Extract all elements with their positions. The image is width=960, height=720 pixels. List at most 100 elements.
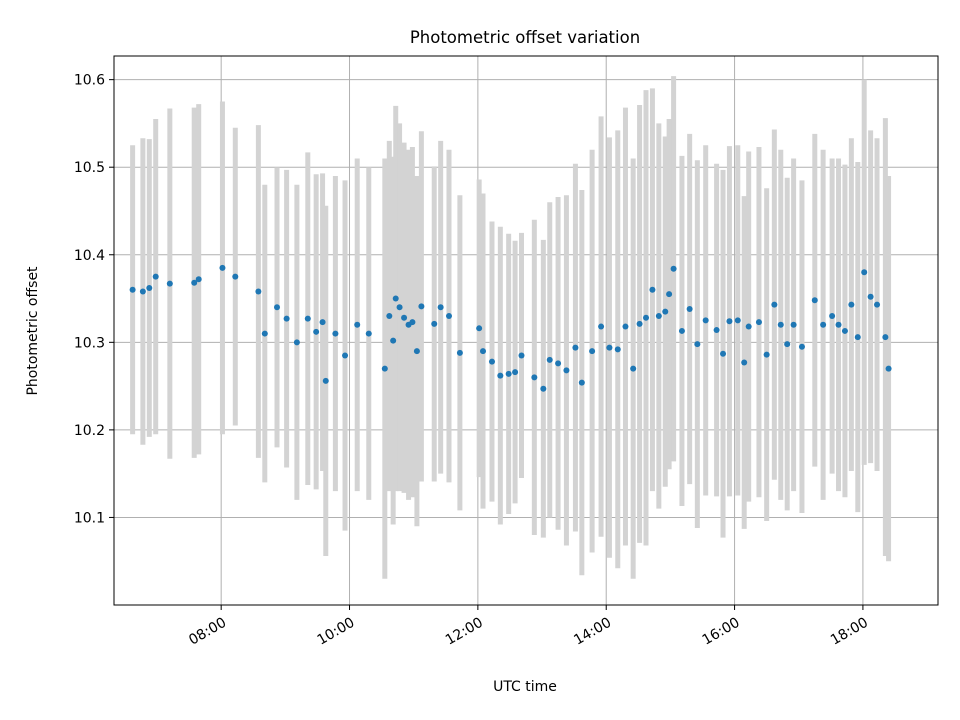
data-point	[274, 304, 281, 311]
data-point	[512, 369, 519, 376]
data-point	[401, 314, 408, 321]
data-point	[882, 334, 889, 341]
data-point	[480, 348, 487, 355]
data-point	[726, 318, 733, 325]
data-point	[476, 325, 483, 332]
data-point	[396, 304, 403, 311]
data-point	[563, 367, 570, 374]
data-point	[152, 273, 159, 280]
data-point	[195, 276, 202, 283]
data-point	[578, 379, 585, 386]
data-point	[790, 321, 797, 328]
data-point	[540, 385, 547, 392]
y-tick-label: 10.3	[74, 335, 105, 351]
y-axis-label: Photometric offset	[25, 266, 41, 396]
data-point	[606, 344, 613, 351]
data-point	[720, 350, 727, 357]
data-point	[166, 280, 173, 287]
data-point	[643, 314, 650, 321]
data-point	[255, 288, 262, 295]
data-point	[771, 301, 778, 308]
data-point	[437, 304, 444, 311]
data-point	[413, 348, 420, 355]
data-point	[322, 377, 329, 384]
data-point	[589, 348, 596, 355]
data-point	[811, 297, 818, 304]
data-point	[777, 321, 784, 328]
data-point	[518, 352, 525, 359]
data-point	[431, 320, 438, 327]
data-point	[332, 330, 339, 337]
x-axis-label: UTC time	[493, 679, 557, 695]
data-point	[666, 291, 673, 298]
y-tick-label: 10.1	[74, 510, 105, 526]
data-point	[678, 327, 685, 334]
data-point	[867, 293, 874, 300]
data-point	[146, 285, 153, 292]
data-point	[531, 374, 538, 381]
data-point	[409, 319, 416, 326]
data-point	[365, 330, 372, 337]
data-point	[622, 323, 629, 330]
data-point	[798, 343, 805, 350]
data-point	[572, 344, 579, 351]
data-point	[694, 341, 701, 348]
data-point	[497, 372, 504, 379]
data-point	[784, 341, 791, 348]
plot-frame	[113, 55, 939, 606]
data-point	[392, 295, 399, 302]
data-point	[261, 330, 268, 337]
data-point	[670, 265, 677, 272]
data-point	[381, 365, 388, 372]
data-point	[139, 288, 146, 295]
data-point	[854, 334, 861, 341]
data-point	[885, 365, 892, 372]
data-point	[745, 323, 752, 330]
y-tick-label: 10.5	[74, 160, 105, 176]
data-point	[734, 317, 741, 324]
y-tick-label: 10.4	[74, 248, 105, 264]
data-point	[555, 360, 562, 367]
data-point	[546, 356, 553, 363]
data-point	[354, 321, 361, 328]
y-tick-label: 10.6	[74, 73, 105, 89]
data-point	[636, 320, 643, 327]
data-point	[702, 317, 709, 324]
data-point	[232, 273, 239, 280]
data-point	[445, 313, 452, 320]
data-point	[655, 313, 662, 320]
data-point	[219, 264, 226, 271]
data-point	[848, 301, 855, 308]
data-point	[741, 359, 748, 366]
data-point	[505, 370, 512, 377]
data-point	[293, 339, 300, 346]
data-point	[313, 328, 320, 335]
data-point	[820, 321, 827, 328]
data-point	[598, 323, 605, 330]
data-point	[390, 337, 397, 344]
data-point	[841, 327, 848, 334]
data-point	[763, 351, 770, 358]
y-tick-label: 10.2	[74, 423, 105, 439]
data-point	[630, 365, 637, 372]
data-point	[649, 286, 656, 293]
data-point	[755, 319, 762, 326]
data-point	[686, 306, 693, 313]
data-point	[874, 301, 881, 308]
data-point	[713, 327, 720, 334]
data-point	[319, 319, 326, 326]
data-point	[304, 315, 311, 322]
data-point	[191, 279, 198, 286]
data-point	[488, 358, 495, 365]
data-point	[829, 313, 836, 320]
y-axis-ticks: 10.1 10.2 10.3 10.4 10.5 10.6	[74, 73, 114, 526]
data-point	[342, 352, 349, 359]
data-points	[129, 264, 892, 392]
data-point	[861, 269, 868, 276]
data-point	[418, 303, 425, 310]
data-point	[456, 349, 463, 356]
data-point	[835, 321, 842, 328]
data-point	[386, 313, 393, 320]
data-point	[129, 286, 136, 293]
